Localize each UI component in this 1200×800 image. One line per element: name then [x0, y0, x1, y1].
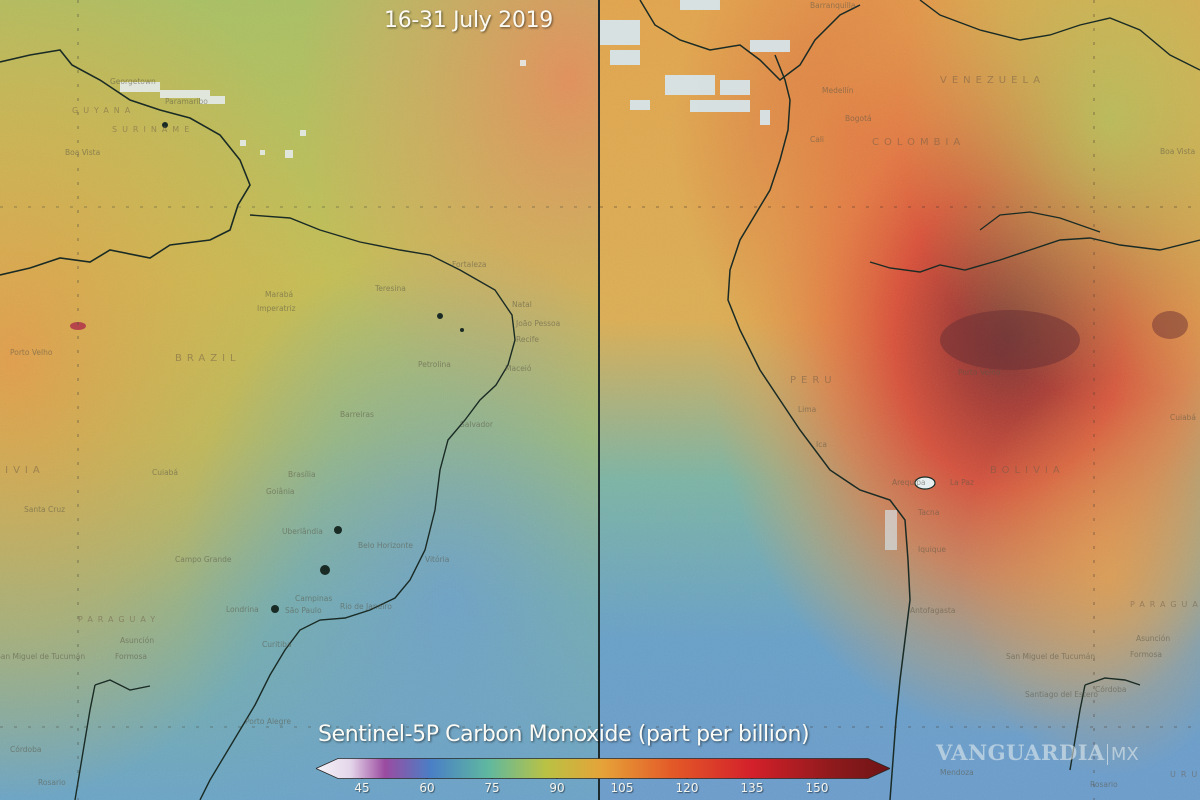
co-concentration-heatmap-right — [600, 0, 1200, 800]
city-label: São Paulo — [285, 606, 322, 615]
city-label: Uberlândia — [282, 527, 323, 536]
date-range-title: 16-31 July 2019 — [384, 8, 553, 33]
country-label-brazil: BRAZIL — [175, 353, 241, 364]
map-panel-brazil: BRAZIL GUYANA SURINAME PARAGUAY BOLIVIA … — [0, 0, 599, 800]
coastline-north — [0, 49, 251, 276]
city-label: Georgetown — [110, 77, 156, 86]
city-label: Mendoza — [940, 768, 974, 777]
city-label: Fortaleza — [452, 260, 487, 269]
city-label: Natal — [512, 300, 532, 309]
city-label: Recife — [516, 335, 539, 344]
city-label: Rio de Janeiro — [340, 602, 392, 611]
colorbar-tick: 150 — [805, 781, 829, 795]
country-label-colombia: COLOMBIA — [872, 137, 966, 148]
colorbar-tick: 135 — [740, 781, 764, 795]
city-label: Curitiba — [262, 640, 292, 649]
colorbar-tick: 60 — [419, 781, 435, 795]
city-label: La Paz — [950, 478, 974, 487]
city-label: Lima — [798, 405, 817, 414]
co-concentration-heatmap-left — [0, 0, 599, 800]
city-label: Vitória — [425, 555, 450, 564]
city-label: Cali — [810, 135, 825, 144]
city-label: Belo Horizonte — [358, 541, 414, 550]
country-label-suriname: SURINAME — [112, 125, 195, 134]
city-label: Santiago del Estero — [1025, 690, 1099, 699]
city-label: Campo Grande — [175, 555, 232, 564]
city-label: Cuiabá — [152, 468, 179, 477]
city-label: Antofagasta — [910, 606, 956, 615]
colorbar-title: Sentinel-5P Carbon Monoxide (part per bi… — [318, 722, 810, 747]
city-label: Imperatriz — [257, 304, 296, 313]
city-label: Iquique — [918, 545, 946, 554]
city-label: Córdoba — [1095, 685, 1127, 694]
city-label: Santa Cruz — [24, 505, 66, 514]
city-label: Brasília — [288, 470, 316, 479]
city-label: Asunción — [1136, 634, 1171, 643]
watermark-brand: VANGUARDIA — [936, 740, 1105, 765]
city-label: Cuiabá — [1170, 413, 1197, 422]
city-label: San Miguel de Tucumán — [0, 652, 86, 661]
city-label: Campinas — [295, 594, 333, 603]
colorbar-tick: 75 — [484, 781, 500, 795]
city-label: Porto Alegre — [245, 717, 291, 726]
colorbar-tick: 120 — [675, 781, 699, 795]
city-label: Formosa — [1130, 650, 1162, 659]
country-label-bolivia: BOLIVIA — [0, 465, 45, 476]
vanguardia-watermark-logo: VANGUARDIA MX — [936, 740, 1139, 765]
city-label: Teresina — [375, 284, 406, 293]
panel-divider — [598, 0, 600, 800]
colorbar — [316, 758, 890, 779]
country-label-venezuela: VENEZUELA — [940, 75, 1046, 86]
country-label-paraguay: PARAGUAY — [1130, 600, 1200, 609]
city-label: Ica — [816, 440, 827, 449]
coastline-west — [727, 54, 911, 800]
colorbar-tick: 90 — [549, 781, 565, 795]
city-label: Asunción — [120, 636, 155, 645]
city-label: Medellín — [822, 86, 854, 95]
country-label-uruguay: URUGUAY — [1170, 770, 1200, 779]
city-label: Maceió — [505, 364, 532, 373]
country-label-guyana: GUYANA — [72, 106, 136, 115]
city-label: Marabá — [265, 290, 294, 299]
country-label-bolivia: BOLIVIA — [990, 465, 1065, 476]
city-label: Barranquilla — [810, 1, 856, 10]
country-label-peru: PERU — [790, 375, 837, 386]
city-label: Londrina — [226, 605, 259, 614]
city-label: Córdoba — [10, 745, 42, 754]
colorbar-tick: 105 — [610, 781, 634, 795]
city-label: San Miguel de Tucumán — [1006, 652, 1096, 661]
city-label: Formosa — [115, 652, 147, 661]
city-label: Paramaribo — [165, 97, 208, 106]
city-label: Tacna — [918, 508, 940, 517]
city-label: Rosario — [1090, 780, 1118, 789]
city-label: Rosario — [38, 778, 66, 787]
city-label: Arequipa — [892, 478, 926, 487]
watermark-suffix: MX — [1106, 744, 1139, 765]
city-label: Barreiras — [340, 410, 374, 419]
city-label: Petrolina — [418, 360, 451, 369]
city-label: João Pessoa — [516, 319, 561, 328]
city-label: Boa Vista — [1160, 147, 1196, 156]
city-label: Porto Velho — [958, 368, 1001, 377]
coastline-east — [199, 214, 516, 800]
colorbar-tick: 45 — [354, 781, 370, 795]
map-panel-andes: VENEZUELA COLOMBIA PERU BOLIVIA PARAGUAY… — [600, 0, 1200, 800]
city-label: Boa Vista — [65, 148, 101, 157]
city-label: Salvador — [460, 420, 493, 429]
city-label: Porto Velho — [10, 348, 53, 357]
city-label: Bogotá — [845, 114, 872, 123]
city-label: Goiânia — [266, 487, 295, 496]
country-label-paraguay: PARAGUAY — [78, 615, 161, 624]
